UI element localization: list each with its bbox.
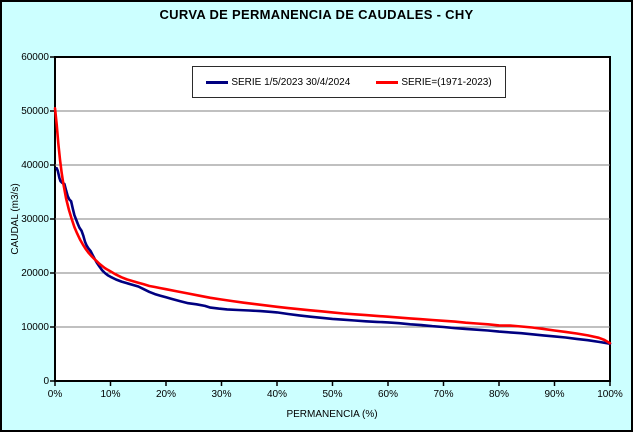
x-tick-label: 100% [597,389,623,400]
y-tick-label: 10000 [21,322,49,333]
legend-swatch-red-line [376,80,399,84]
x-tick-label: 40% [266,389,287,400]
x-tick-label: 80% [488,389,509,400]
y-tick-label: 30000 [21,214,49,225]
series-line-current [55,166,612,346]
x-tick-label: 90% [544,389,565,400]
y-tick-label: 60000 [21,52,49,63]
y-tick-label: 0 [43,376,49,387]
legend-item-serie-2023-2024: SERIE 1/5/2023 30/4/2024 [206,77,350,88]
y-tick-label: 40000 [21,160,49,171]
chart-title: CURVA DE PERMANENCIA DE CAUDALES - CHY [159,7,474,22]
x-tick-label: 20% [155,389,176,400]
x-tick-label: 30% [211,389,232,400]
legend-swatch-blue-line [206,80,229,84]
y-axis-title: CAUDAL (m3/s) [10,183,21,254]
legend-label: SERIE=(1971-2023) [401,76,492,88]
x-tick-label: 50% [322,389,343,400]
legend-item-serie-1971-2023: SERIE=(1971-2023) [376,76,492,88]
legend-label: SERIE 1/5/2023 30/4/2024 [231,76,351,88]
series-line-historic [53,107,612,345]
x-axis-title: PERMANENCIA (%) [286,409,377,420]
x-tick-label: 0% [47,389,63,400]
y-tick-label: 20000 [21,268,49,279]
x-tick-label: 10% [100,389,121,400]
x-tick-label: 60% [377,389,398,400]
legend-box: SERIE 1/5/2023 30/4/2024 SERIE=(1971-202… [192,66,506,98]
y-tick-label: 50000 [21,106,49,117]
x-tick-label: 70% [433,389,454,400]
